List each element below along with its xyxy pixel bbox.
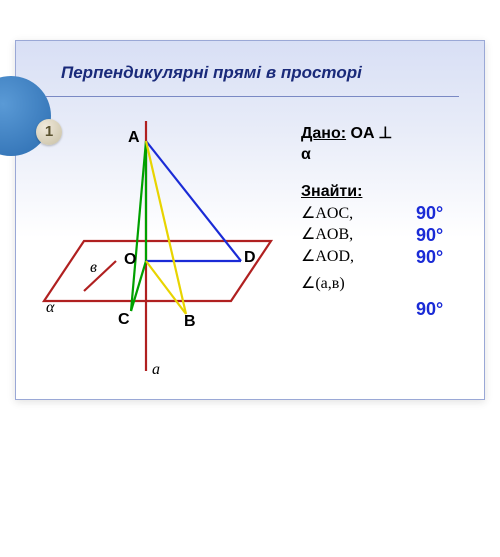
label-C: C (118, 311, 130, 329)
find-item-4: ∠(a,в) (301, 273, 362, 295)
label-A: A (128, 129, 140, 147)
given-block: Дано: OA ⊥ α (301, 124, 392, 166)
given-text-2: α (301, 146, 311, 163)
plane-alpha (44, 241, 271, 301)
answer-3: 90° (416, 247, 443, 269)
label-b: в (90, 259, 97, 277)
divider (46, 96, 459, 97)
answer-1: 90° (416, 203, 443, 225)
given-text-1: OA ⊥ (351, 125, 393, 142)
label-alpha: α (46, 299, 54, 317)
label-a: a (152, 361, 160, 379)
label-O: O (124, 251, 136, 269)
find-heading: Знайти: (301, 181, 362, 203)
slide-title: Перпендикулярні прямі в просторі (61, 63, 362, 83)
label-D: D (244, 249, 256, 267)
answer-2: 90° (416, 225, 443, 247)
line-b (84, 261, 116, 291)
given-heading: Дано: (301, 125, 346, 142)
slide: Перпендикулярні прямі в просторі 1 A O C… (15, 40, 485, 400)
geometry-diagram: A O C B D α a в (26, 111, 296, 391)
answer-4: 90° (416, 299, 443, 321)
label-B: B (184, 313, 196, 331)
find-item-1: ∠AOC, (301, 203, 362, 225)
find-item-2: ∠AOB, (301, 224, 362, 246)
find-block: Знайти: ∠AOC, ∠AOB, ∠AOD, ∠(a,в) (301, 181, 362, 295)
answers-column: 90° 90° 90° 90° (416, 203, 443, 321)
find-item-3: ∠AOD, (301, 246, 362, 268)
